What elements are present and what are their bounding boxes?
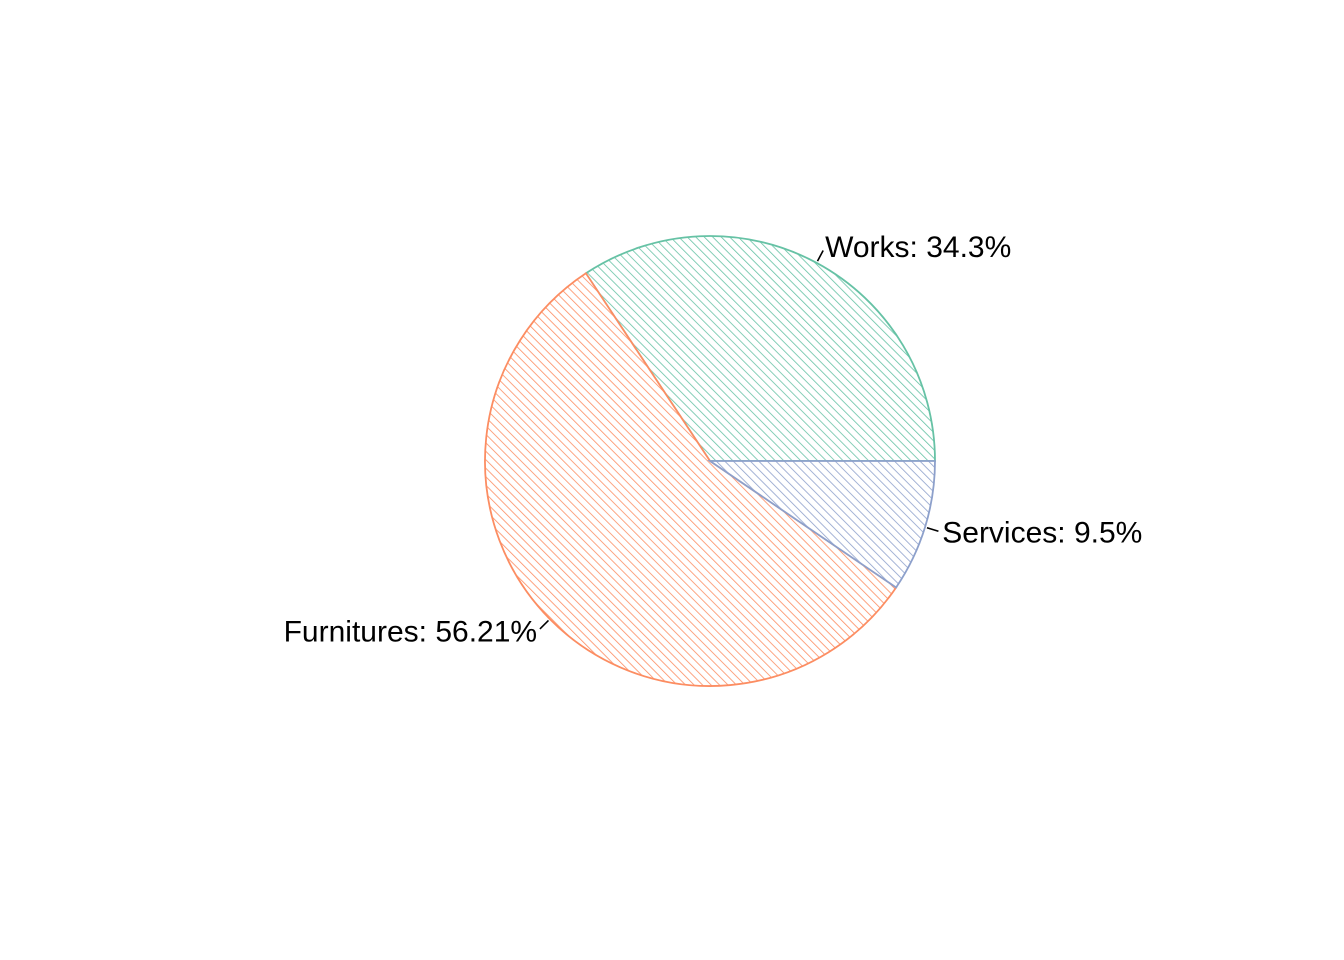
slices-layer bbox=[484, 235, 936, 687]
pie-slice-services bbox=[707, 460, 936, 589]
leader-line-works bbox=[816, 250, 824, 262]
slice-label-works: Works: 34.3% bbox=[825, 231, 1011, 264]
labels-layer: Works: 34.3% Furnitures: 56.21% Services: … bbox=[284, 231, 1143, 649]
slice-label-services: Services: 9.5% bbox=[942, 516, 1142, 549]
slice-label-furnitures: Furnitures: 56.21% bbox=[284, 616, 537, 649]
leader-line-furnitures bbox=[539, 619, 550, 630]
leader-line-services bbox=[926, 526, 939, 533]
pie-slice-furnitures bbox=[484, 272, 898, 687]
